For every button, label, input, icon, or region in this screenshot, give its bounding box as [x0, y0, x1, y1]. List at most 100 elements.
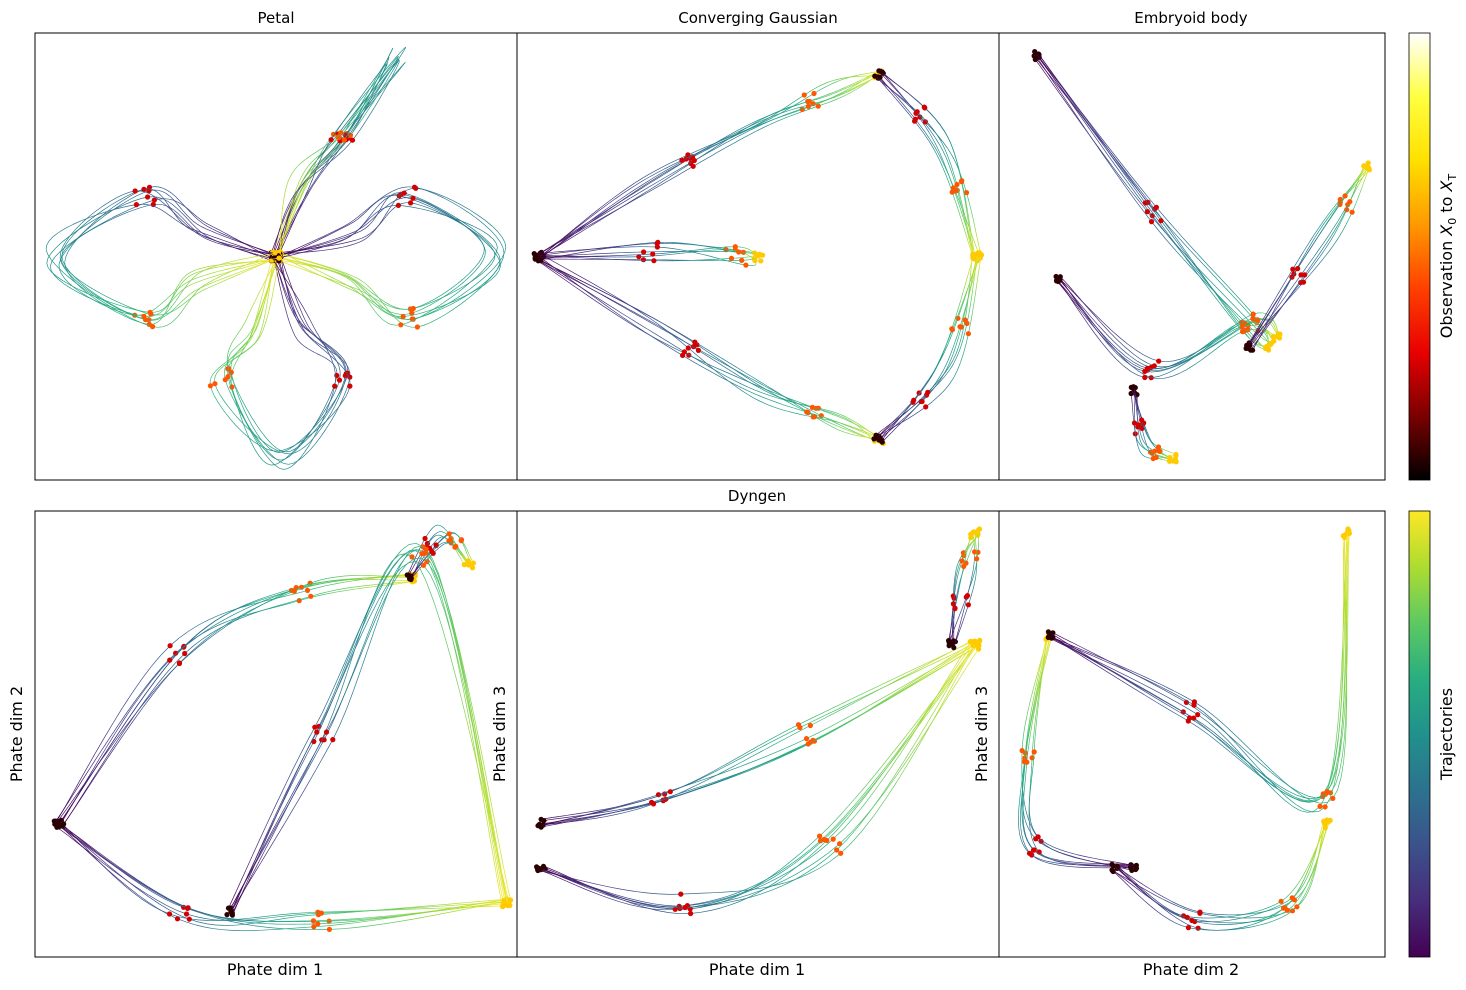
trajectory-segment — [354, 98, 362, 108]
trajectory-segment — [311, 239, 317, 243]
trajectory-segment — [145, 204, 151, 206]
trajectory-segment — [752, 251, 754, 253]
trajectory-segment — [1052, 75, 1062, 87]
trajectory-segment — [707, 146, 717, 153]
trajectory-segment — [420, 188, 428, 192]
trajectory-segment — [346, 372, 350, 378]
trajectory-segment — [356, 281, 362, 286]
trajectory-segment — [287, 445, 294, 450]
trajectory-segment — [89, 213, 99, 218]
trajectory-segment — [102, 217, 113, 224]
trajectory-segment — [131, 313, 139, 316]
trajectory-segment — [282, 198, 285, 205]
trajectory-segment — [847, 76, 852, 78]
trajectory-segment — [1075, 108, 1086, 121]
trajectory-segment — [708, 255, 716, 258]
trajectory-segment — [360, 213, 365, 217]
trajectory-segment — [733, 138, 742, 144]
trajectory-segment — [741, 128, 750, 133]
trajectory-segment — [166, 312, 171, 316]
trajectory-segment — [664, 164, 674, 170]
trajectory-segment — [324, 143, 329, 147]
trajectory-segment — [421, 301, 429, 306]
trajectory-segment — [466, 222, 475, 228]
trajectory-segment — [330, 270, 337, 274]
trajectory-segment — [840, 430, 845, 433]
trajectory-segment — [262, 260, 268, 263]
trajectory-segment — [275, 272, 277, 279]
trajectory-segment — [311, 330, 315, 335]
trajectory-segment — [373, 298, 379, 304]
trajectory-segment — [746, 393, 754, 399]
trajectory-segment — [117, 196, 126, 202]
trajectory-segment — [289, 207, 292, 214]
trajectory-segment — [288, 294, 292, 302]
trajectory-segment — [566, 229, 575, 236]
trajectory-segment — [340, 226, 346, 230]
trajectory-segment — [294, 249, 300, 252]
trajectory-segment — [420, 208, 430, 212]
trajectory-segment — [732, 130, 742, 137]
trajectory-segment — [261, 299, 265, 307]
observation-point — [151, 197, 157, 203]
trajectory-segment — [935, 375, 941, 383]
trajectory-segment — [232, 347, 236, 351]
trajectory-segment — [1164, 216, 1174, 227]
trajectory-segment — [303, 323, 307, 328]
trajectory-segment — [267, 451, 274, 458]
trajectory-segment — [260, 306, 264, 314]
trajectory-segment — [188, 220, 194, 225]
trajectory-segment — [861, 77, 865, 81]
trajectory-segment — [386, 195, 391, 197]
trajectory-segment — [1097, 146, 1108, 161]
trajectory-segment — [422, 205, 430, 209]
trajectory-segment — [343, 233, 350, 237]
trajectory-segment — [176, 207, 182, 213]
trajectory-segment — [392, 192, 396, 195]
trajectory-segment — [377, 223, 381, 228]
trajectory-segment — [387, 58, 390, 61]
trajectory-segment — [758, 120, 767, 125]
trajectory-segment — [850, 90, 855, 93]
trajectory-segment — [757, 117, 765, 121]
trajectory-segment — [784, 399, 792, 403]
trajectory-segment — [316, 149, 321, 153]
trajectory-segment — [162, 307, 166, 311]
trajectory-segment — [840, 424, 845, 428]
trajectory-segment — [970, 296, 973, 306]
trajectory-segment — [292, 168, 296, 174]
trajectory-segment — [283, 463, 289, 465]
observation-point — [1144, 209, 1150, 215]
trajectory-segment — [818, 101, 824, 104]
trajectory-segment — [224, 261, 231, 264]
trajectory-segment — [324, 154, 328, 159]
trajectory-segment — [452, 218, 462, 224]
trajectory-segment — [86, 289, 95, 296]
trajectory-segment — [231, 388, 235, 397]
trajectory-segment — [238, 393, 244, 402]
trajectory-segment — [309, 176, 313, 181]
trajectory-segment — [213, 226, 219, 230]
trajectory-segment — [334, 268, 342, 272]
trajectory-segment — [276, 450, 282, 452]
trajectory-segment — [300, 262, 307, 265]
trajectory-segment — [673, 251, 681, 253]
trajectory-segment — [769, 395, 778, 399]
trajectory-segment — [328, 359, 332, 363]
trajectory-segment — [336, 272, 342, 276]
trajectory-segment — [260, 324, 264, 331]
trajectory-segment — [564, 267, 573, 273]
trajectory-segment — [158, 309, 163, 312]
trajectory-segment — [321, 157, 325, 161]
trajectory-segment — [46, 258, 49, 264]
trajectory-segment — [630, 189, 641, 196]
trajectory-segment — [356, 237, 362, 241]
trajectory-segment — [292, 219, 296, 225]
trajectory-segment — [648, 178, 657, 185]
trajectory-segment — [570, 249, 581, 252]
trajectory-segment — [294, 260, 299, 263]
trajectory-segment — [484, 276, 492, 284]
trajectory-segment — [823, 93, 830, 97]
trajectory-segment — [328, 151, 333, 157]
trajectory-segment — [846, 429, 851, 432]
